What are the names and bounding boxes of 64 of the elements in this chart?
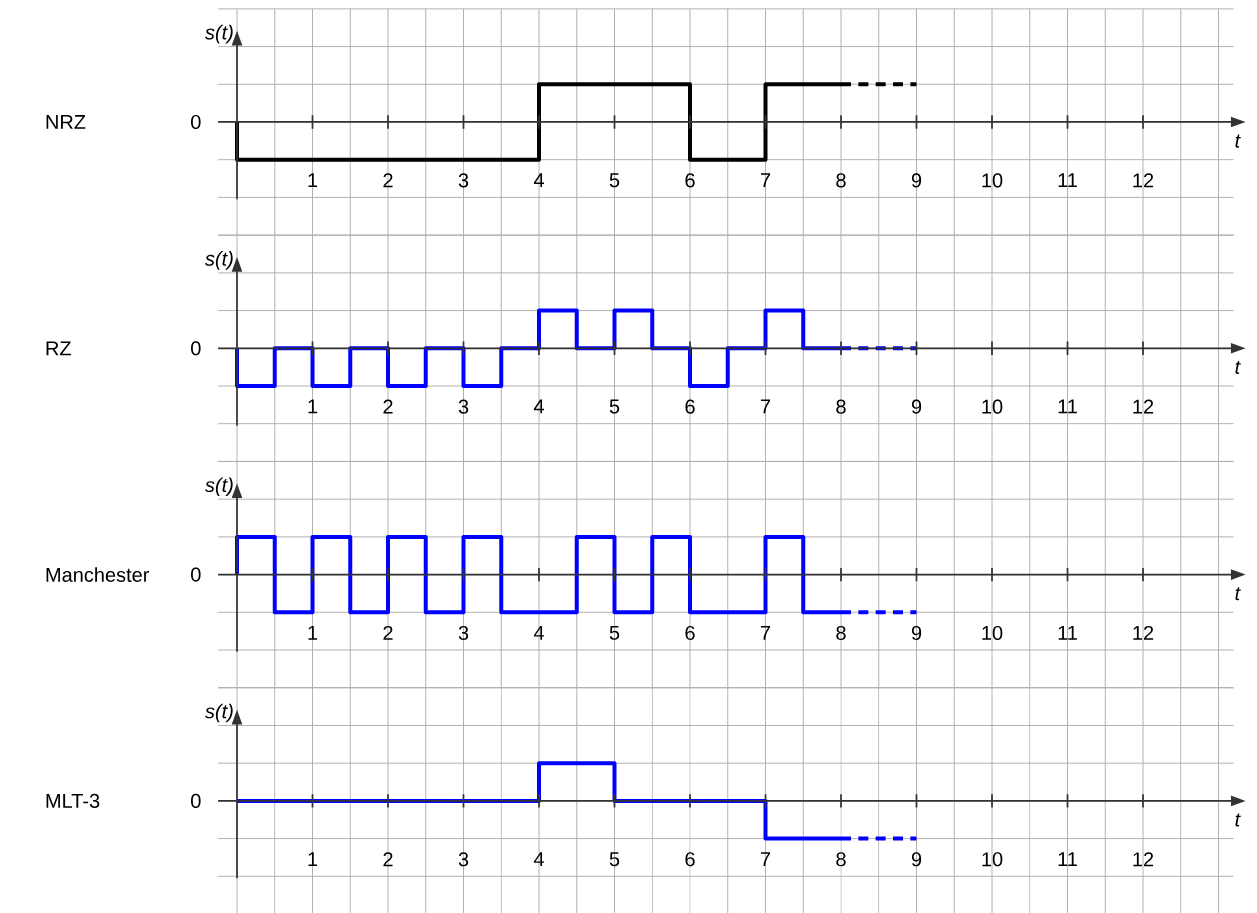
x-tick-label: 7 xyxy=(760,173,771,188)
x-tick-label: 9 xyxy=(911,852,922,867)
x-tick-label: 11 xyxy=(1058,173,1077,188)
x-axis-title: t xyxy=(1235,134,1241,148)
x-tick-label: 9 xyxy=(911,399,922,414)
x-tick-label: 5 xyxy=(609,173,620,188)
x-tick-label: 5 xyxy=(609,399,620,414)
x-tick-label: 8 xyxy=(836,625,846,641)
x-tick-label: 5 xyxy=(609,852,620,867)
x-tick-label: 5 xyxy=(609,625,620,640)
text: NRZ xyxy=(46,115,86,129)
x-tick-label: 8 xyxy=(836,173,846,188)
y-axis-title: s(t) xyxy=(205,477,233,497)
x-tick-label: 1 xyxy=(308,852,318,866)
text: RZ xyxy=(46,341,71,356)
text: Manchester xyxy=(46,567,150,582)
x-tick-label: 1 xyxy=(308,625,318,640)
y-axis-title: s(t) xyxy=(205,703,233,723)
x-tick-label: 12 xyxy=(1133,173,1154,188)
x-tick-label: 11 xyxy=(1058,625,1077,640)
x-axis-title: t xyxy=(1235,360,1241,374)
text: MLT-3 xyxy=(46,793,100,808)
x-tick-label: 12 xyxy=(1133,852,1154,867)
x-tick-label: 2 xyxy=(383,625,393,640)
text: 0 xyxy=(191,114,201,130)
text: 0 xyxy=(191,567,201,582)
text: 0 xyxy=(191,341,201,356)
x-tick-label: 7 xyxy=(760,852,771,866)
x-tick-label: 1 xyxy=(308,399,318,414)
x-tick-label: 4 xyxy=(533,173,544,188)
x-tick-label: 2 xyxy=(383,399,393,414)
x-tick-label: 9 xyxy=(911,173,922,188)
x-tick-label: 10 xyxy=(982,852,1003,867)
x-tick-label: 10 xyxy=(982,625,1003,641)
x-tick-label: 2 xyxy=(383,173,393,188)
x-tick-label: 6 xyxy=(685,399,695,414)
x-tick-label: 7 xyxy=(760,625,771,640)
x-tick-label: 3 xyxy=(458,399,469,414)
x-tick-label: 3 xyxy=(458,852,469,867)
x-tick-label: 1 xyxy=(308,173,318,188)
x-tick-label: 4 xyxy=(533,852,544,866)
y-axis-title: s(t) xyxy=(205,251,233,270)
x-tick-label: 3 xyxy=(458,173,469,188)
x-tick-label: 12 xyxy=(1133,625,1154,640)
x-tick-label: 8 xyxy=(836,399,846,414)
x-tick-label: 11 xyxy=(1058,852,1077,866)
x-tick-label: 7 xyxy=(760,399,771,414)
x-tick-label: 4 xyxy=(533,625,544,640)
text: 0 xyxy=(191,793,201,808)
x-tick-label: 2 xyxy=(383,852,393,867)
x-tick-label: 11 xyxy=(1058,399,1077,414)
x-axis-title: t xyxy=(1235,587,1241,601)
x-tick-label: 10 xyxy=(982,399,1003,414)
x-tick-label: 12 xyxy=(1133,399,1154,414)
x-tick-label: 3 xyxy=(458,625,469,641)
x-tick-label: 4 xyxy=(533,399,544,414)
x-tick-label: 10 xyxy=(982,173,1003,188)
x-tick-label: 8 xyxy=(836,852,846,867)
x-tick-label: 6 xyxy=(685,852,695,867)
x-axis-title: t xyxy=(1235,813,1241,827)
x-tick-label: 6 xyxy=(685,625,695,641)
x-tick-label: 9 xyxy=(911,625,922,641)
y-axis-title: s(t) xyxy=(205,24,233,44)
x-tick-label: 6 xyxy=(685,173,695,188)
